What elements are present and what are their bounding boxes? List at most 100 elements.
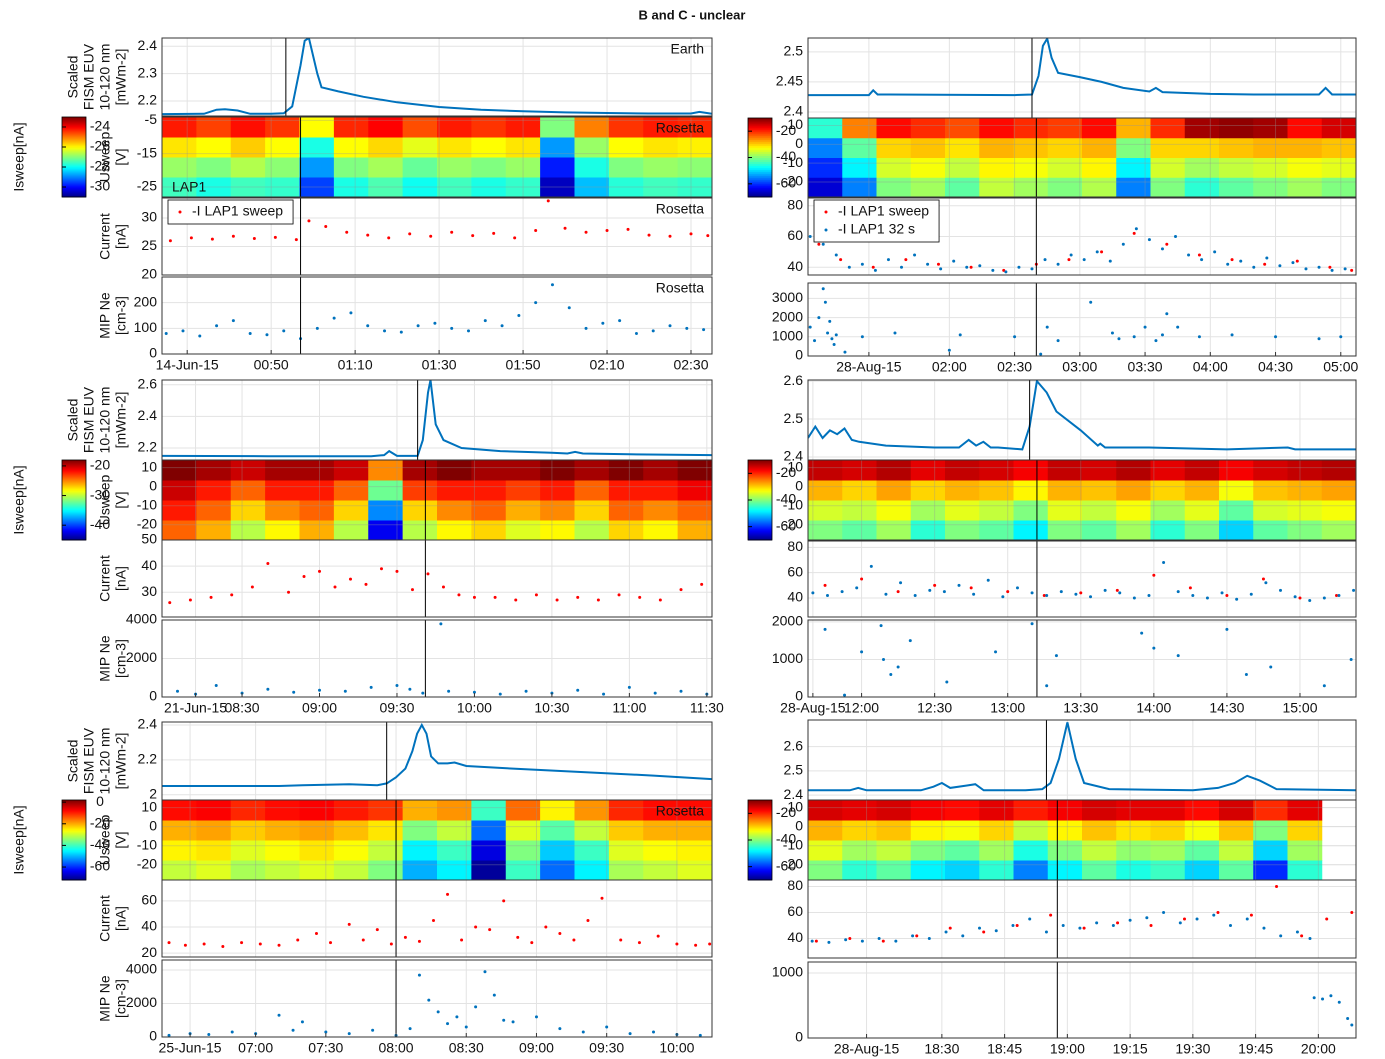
x-tick-label: 08:30	[225, 700, 260, 716]
colorbar-strip	[62, 828, 86, 831]
heatmap-cell	[471, 820, 507, 841]
heatmap-cell	[945, 820, 980, 841]
data-point	[942, 590, 946, 594]
data-point	[1045, 325, 1049, 329]
colorbar-strip	[748, 189, 772, 192]
colorbar-strip	[748, 530, 772, 533]
colorbar-strip	[62, 486, 86, 489]
heatmap-cell	[1013, 520, 1049, 541]
colorbar-strip	[62, 848, 86, 851]
heatmap-cell	[540, 157, 575, 178]
x-tick-label: 13:00	[990, 700, 1025, 716]
y-tick-label: 60	[787, 227, 803, 243]
heatmap-cell	[608, 157, 644, 178]
heatmap-cell	[196, 800, 232, 821]
panel: 2 2.2 2.4 Scaled FISM EUV 10-120 nm [mWm-2]	[65, 716, 713, 801]
y-tick-label: 2000	[772, 308, 803, 324]
colorbar-strip	[62, 524, 86, 527]
data-point	[347, 1032, 351, 1036]
colorbar-strip	[748, 806, 772, 809]
heatmap-cell	[471, 157, 507, 178]
colorbar-frame	[61, 116, 87, 198]
heatmap-cell	[540, 460, 575, 481]
data-point	[1176, 325, 1180, 329]
data-point	[961, 934, 965, 938]
heatmap-cell	[368, 820, 404, 841]
colorbar-strip	[748, 826, 772, 829]
heatmap-cell	[471, 480, 507, 501]
y-tick-label: 100	[134, 319, 158, 335]
data-point	[1030, 591, 1034, 595]
data-point	[899, 581, 903, 585]
heatmap-cell	[1116, 157, 1151, 178]
heatmap-cell	[540, 500, 575, 521]
x-tick-label: 05:00	[1323, 359, 1358, 375]
data-point	[282, 329, 286, 333]
heatmap-cell	[808, 460, 843, 481]
data-point	[1178, 921, 1182, 925]
heatmap-cell	[1253, 118, 1288, 139]
colorbar-strip	[62, 191, 86, 194]
y-tick-label: 80	[787, 877, 803, 893]
heatmap-cell	[979, 860, 1014, 881]
heatmap-cell	[162, 520, 197, 541]
heatmap-cell	[1184, 820, 1220, 841]
heatmap-cell	[1047, 860, 1083, 881]
heatmap-cell	[505, 157, 541, 178]
heatmap-cell	[1150, 157, 1186, 178]
x-tick-label: 09:00	[519, 1040, 554, 1056]
colorbar-strip	[748, 516, 772, 519]
heatmap-cell	[876, 460, 912, 481]
colorbar-strip	[748, 500, 772, 503]
y-axis-label: 10-120 nm	[97, 387, 113, 454]
annotation: Rosetta	[656, 120, 704, 136]
heatmap-cell	[1321, 460, 1357, 481]
heatmap-cell	[230, 860, 266, 881]
heatmap-cell	[842, 480, 877, 501]
heatmap-cell	[1013, 157, 1049, 178]
euv-line	[808, 38, 1356, 97]
data-point	[567, 306, 571, 310]
heatmap-cell	[677, 800, 713, 821]
heatmap-cell	[677, 820, 713, 841]
data-point	[1252, 265, 1256, 269]
heatmap-cell	[162, 137, 197, 158]
data-point	[511, 1020, 515, 1024]
heatmap-cell	[437, 137, 472, 158]
data-point	[1197, 253, 1201, 257]
data-point	[1275, 885, 1279, 888]
heatmap-cell	[1287, 820, 1323, 841]
colorbar-strip	[62, 137, 86, 140]
euv-line	[162, 380, 712, 458]
colorbar-strip	[62, 498, 86, 501]
data-point	[936, 262, 940, 266]
heatmap-cell	[1047, 500, 1083, 521]
y-axis-label: FISM EUV	[81, 727, 97, 794]
data-point	[877, 937, 881, 940]
data-point	[982, 930, 986, 934]
heatmap-cell	[677, 520, 713, 541]
heatmap-cell	[368, 117, 404, 138]
data-point	[230, 593, 234, 597]
data-point	[947, 348, 951, 352]
data-point	[1059, 590, 1063, 594]
colorbar-strip	[62, 824, 86, 827]
heatmap-cell	[1082, 860, 1117, 881]
colorbar-strip	[748, 462, 772, 465]
heatmap-cell	[574, 500, 610, 521]
data-point	[668, 324, 672, 328]
heatmap-cell	[333, 840, 369, 861]
data-point	[558, 1027, 562, 1031]
heatmap-cell	[368, 520, 404, 541]
heatmap-cell	[162, 500, 197, 521]
panel-frame	[807, 961, 1357, 1039]
data-point	[202, 942, 206, 946]
data-point	[1154, 339, 1158, 343]
heatmap-cell	[1013, 860, 1049, 881]
colorbar-strip	[748, 193, 772, 196]
colorbar-strip	[748, 878, 772, 881]
colorbar-strip	[748, 179, 772, 182]
colorbar-strip	[748, 484, 772, 487]
data-point	[389, 942, 393, 946]
colorbar-strip	[62, 854, 86, 857]
